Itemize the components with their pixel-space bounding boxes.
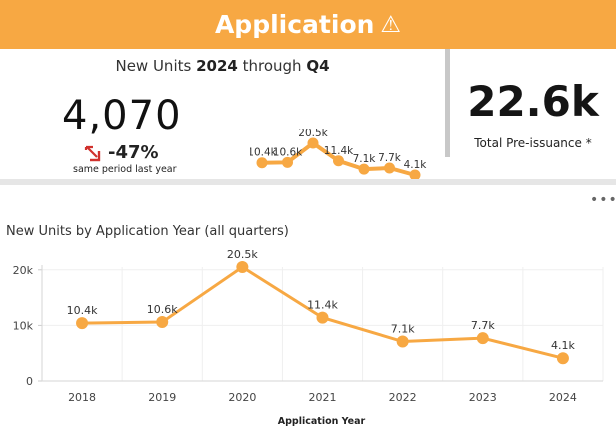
data-label: 7.7k	[471, 319, 495, 332]
y-tick-label: 10k	[13, 319, 34, 332]
data-label: 10.4k	[67, 304, 98, 317]
kpi-heading: New Units 2024 through Q4	[0, 57, 445, 75]
sparkline-point	[333, 155, 344, 167]
total-label: Total Pre-issuance *	[474, 136, 592, 150]
sparkline-label: 11.4k	[324, 145, 354, 157]
sparkline-label: 7.7k	[378, 152, 402, 164]
kpi-subtitle: same period last year	[73, 164, 177, 175]
sparkline-label: 10.6k	[273, 146, 303, 158]
page-title: Application	[214, 10, 375, 39]
sparkline-point	[384, 162, 395, 174]
sparkline-label: 10.4k	[250, 147, 278, 159]
x-tick-label: 2022	[389, 391, 417, 404]
sparkline-point	[307, 137, 319, 149]
data-label: 10.6k	[147, 303, 178, 316]
kpi-card-new-units: New Units 2024 through Q4 4,070 -47% sam…	[0, 49, 445, 181]
y-tick-label: 0	[26, 375, 33, 388]
data-point	[396, 335, 409, 348]
sparkline-point	[409, 169, 421, 181]
x-axis-title: Application Year	[278, 416, 366, 427]
data-label: 7.1k	[391, 323, 415, 336]
sparkline-label: 7.1k	[353, 153, 377, 165]
arrow-down-right-icon	[84, 145, 101, 161]
kpi-change: -47%	[84, 142, 159, 163]
y-tick-label: 20k	[13, 264, 34, 277]
data-label: 20.5k	[227, 248, 258, 261]
data-point	[476, 332, 489, 345]
data-point	[316, 311, 329, 324]
x-tick-label: 2024	[549, 391, 577, 404]
kpi-heading-quarter: Q4	[306, 57, 330, 75]
data-point	[76, 317, 89, 330]
header-banner: Application ⚠	[0, 0, 616, 49]
sparkline-label: 20.5k	[298, 129, 328, 139]
kpi-heading-year: 2024	[196, 57, 238, 75]
sparkline-point	[358, 163, 370, 175]
sparkline-point	[256, 157, 268, 169]
kpi-heading-prefix: New Units	[115, 57, 197, 75]
section-separator	[0, 179, 616, 185]
x-tick-label: 2018	[68, 391, 96, 404]
data-point	[556, 352, 569, 365]
chart-title: New Units by Application Year (all quart…	[6, 224, 289, 239]
data-point	[156, 316, 169, 329]
kpi-heading-mid: through	[237, 57, 307, 75]
data-point	[236, 261, 249, 273]
data-label: 11.4k	[307, 299, 338, 312]
data-label: 4.1k	[551, 339, 575, 352]
kpi-card-total: 22.6k Total Pre-issuance *	[450, 49, 616, 179]
kpi-divider	[445, 49, 450, 157]
x-tick-label: 2023	[469, 391, 497, 404]
kpi-change-percent: -47%	[108, 142, 159, 163]
x-tick-label: 2021	[309, 391, 337, 404]
x-tick-label: 2019	[148, 391, 176, 404]
line-chart: 0 10k 20k 2018 2019 2020 2021 2022 2023 2024 Appli…	[13, 248, 604, 427]
sparkline-point	[282, 156, 293, 168]
warning-icon: ⚠	[380, 11, 402, 38]
sparkline-label: 4.1k	[404, 159, 428, 171]
total-value: 22.6k	[467, 77, 599, 126]
kpi-value: 4,070	[62, 93, 182, 139]
more-options-button[interactable]: •••	[590, 192, 616, 208]
x-tick-label: 2020	[228, 391, 256, 404]
